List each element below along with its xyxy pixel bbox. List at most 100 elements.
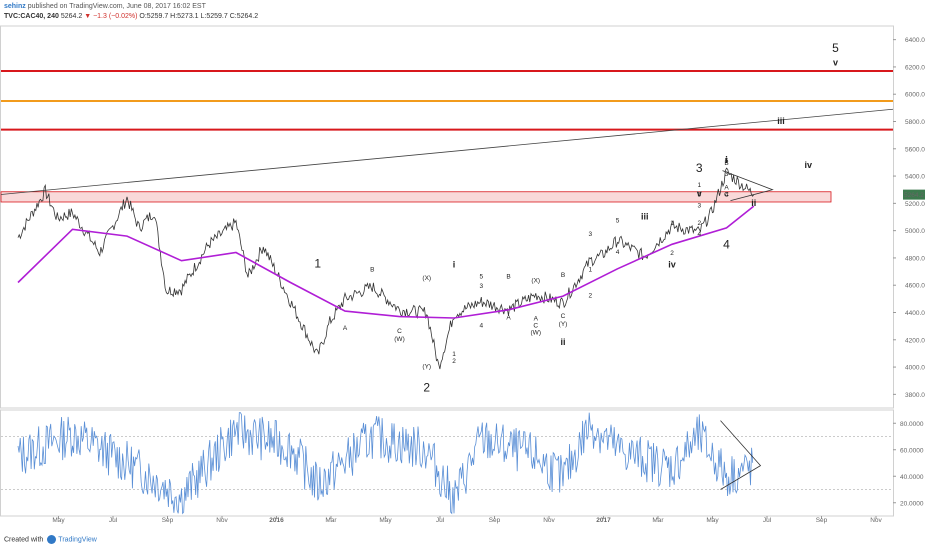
wave-label: 1: [670, 220, 674, 227]
tradingview-logo-icon: [47, 535, 57, 544]
y-axis-tick-label: 6000.0: [905, 92, 925, 99]
x-axis-tick-label: Jul: [436, 517, 445, 524]
x-axis-tick-label: 2017: [596, 517, 611, 524]
osc-y-axis-tick-label: 40.0000: [900, 474, 924, 481]
wave-label: 5: [479, 273, 483, 280]
price-series-line[interactable]: [17, 167, 755, 370]
y-axis-tick-label: 6400.0: [905, 37, 925, 44]
last-price-tag: [903, 189, 925, 200]
trendline: [0, 108, 894, 195]
moving-average-line[interactable]: [17, 205, 755, 319]
author-link[interactable]: sehinz: [4, 3, 26, 10]
support-zone: [0, 191, 832, 203]
y-axis-tick-label: 5600.0: [905, 146, 925, 153]
wave-label: 2: [697, 220, 701, 227]
y-axis-tick-label: 4600.0: [905, 283, 925, 290]
wave-label: 4: [479, 323, 483, 330]
y-axis-tick-label: 6200.0: [905, 64, 925, 71]
wave-label: (Y): [422, 363, 431, 370]
x-axis-tick-label: May: [706, 517, 719, 524]
tradingview-link[interactable]: TradingView: [58, 536, 97, 544]
wave-label: A: [534, 316, 539, 323]
wave-label: iv: [668, 259, 676, 269]
x-axis-tick-label: Nov: [543, 517, 555, 524]
wave-label: i: [725, 154, 728, 164]
wave-label: 4: [725, 192, 729, 199]
x-axis-tick-label: Mar: [652, 517, 664, 524]
osc-y-axis-tick-label: 60.0000: [900, 447, 924, 454]
wave-label: 5: [725, 157, 729, 164]
wave-label: (X): [531, 277, 540, 284]
last-price: 5264.2: [60, 13, 83, 20]
x-axis-tick-label: Jul: [109, 517, 118, 524]
wave-label: 2: [588, 292, 592, 299]
y-axis-tick-label: 3800.0: [905, 392, 925, 399]
wave-label: 5: [697, 192, 701, 199]
wave-label: iv: [804, 160, 812, 170]
y-axis-tick-label: 5800.0: [905, 119, 925, 126]
oscillator-pane-frame: [0, 409, 894, 517]
wave-label: B: [506, 273, 510, 280]
price-change: −1.3 (−0.02%): [93, 13, 138, 20]
y-axis-tick-label: 4200.0: [905, 337, 925, 344]
wave-label: A: [724, 185, 729, 192]
wave-label: 3: [725, 171, 729, 178]
x-axis-tick-label: May: [52, 517, 65, 524]
wave-label: 4: [616, 249, 620, 256]
down-arrow-icon: ▼: [84, 13, 92, 20]
last-price-tag-label: 5264.2: [904, 192, 924, 199]
publish-info: sehinz published on TradingView.com, Jun…: [4, 2, 206, 11]
wave-label: 1: [452, 351, 456, 358]
y-axis-tick-label: 4400.0: [905, 310, 925, 317]
wave-label: A: [343, 325, 348, 332]
wave-label: (X): [422, 275, 431, 282]
wave-label: ii: [560, 337, 565, 347]
x-axis-tick-label: Nov: [870, 517, 882, 524]
wave-label: 1: [697, 182, 701, 189]
wave-label: 5: [616, 217, 620, 224]
published-text: published on TradingView.com, June 08, 2…: [27, 3, 206, 10]
symbol-info: TVC:CAC40, 240 5264.2 ▼ −1.3 (−0.02%) O:…: [4, 12, 258, 21]
x-axis-tick-label: May: [379, 517, 392, 524]
wave-label: 2: [670, 250, 674, 257]
oscillator-line[interactable]: [17, 412, 754, 515]
ohlc-values: O:5259.7 H:5273.1 L:5259.7 C:5264.2: [139, 13, 259, 20]
wave-label: 1: [314, 256, 321, 270]
wave-label: iii: [777, 116, 785, 126]
wave-label: iii: [641, 212, 649, 222]
wave-label: (W): [394, 336, 404, 343]
wave-label: 3: [588, 231, 592, 238]
wave-label: 2: [452, 358, 456, 365]
y-axis-tick-label: 4000.0: [905, 365, 925, 372]
y-axis-tick-label: 5400.0: [905, 174, 925, 181]
wave-label: B: [370, 267, 374, 274]
wave-label: 1: [588, 267, 592, 274]
wave-label: B: [561, 272, 565, 279]
wave-label: v: [833, 58, 838, 68]
x-axis-tick-label: Sep: [816, 517, 828, 524]
wave-label: i: [453, 259, 456, 269]
symbol-label[interactable]: TVC:CAC40, 240: [4, 13, 59, 20]
x-axis-tick-label: 2016: [269, 517, 284, 524]
x-axis-tick-label: Sep: [162, 517, 174, 524]
wave-label: ii: [751, 198, 756, 208]
wave-label: 3: [697, 202, 701, 209]
wave-label: C: [724, 192, 729, 199]
footer: Created with TradingView: [4, 535, 97, 544]
x-axis-tick-label: Sep: [489, 517, 501, 524]
y-axis-tick-label: 5000.0: [905, 228, 925, 235]
wave-label: v: [697, 189, 702, 199]
wave-label: 3: [696, 161, 703, 175]
x-axis-tick-label: Mar: [325, 517, 337, 524]
wave-label: (Y): [559, 321, 568, 328]
wave-label: 5: [832, 41, 839, 55]
wave-label: C: [561, 313, 566, 320]
y-axis-tick-label: 4800.0: [905, 255, 925, 262]
osc-y-axis-tick-label: 20.0000: [900, 500, 924, 507]
wave-label: 4: [723, 237, 730, 251]
x-axis-tick-label: Nov: [216, 517, 228, 524]
wave-label: B: [724, 160, 728, 167]
wave-label: 2: [423, 381, 430, 395]
wave-label: (W): [531, 329, 541, 336]
